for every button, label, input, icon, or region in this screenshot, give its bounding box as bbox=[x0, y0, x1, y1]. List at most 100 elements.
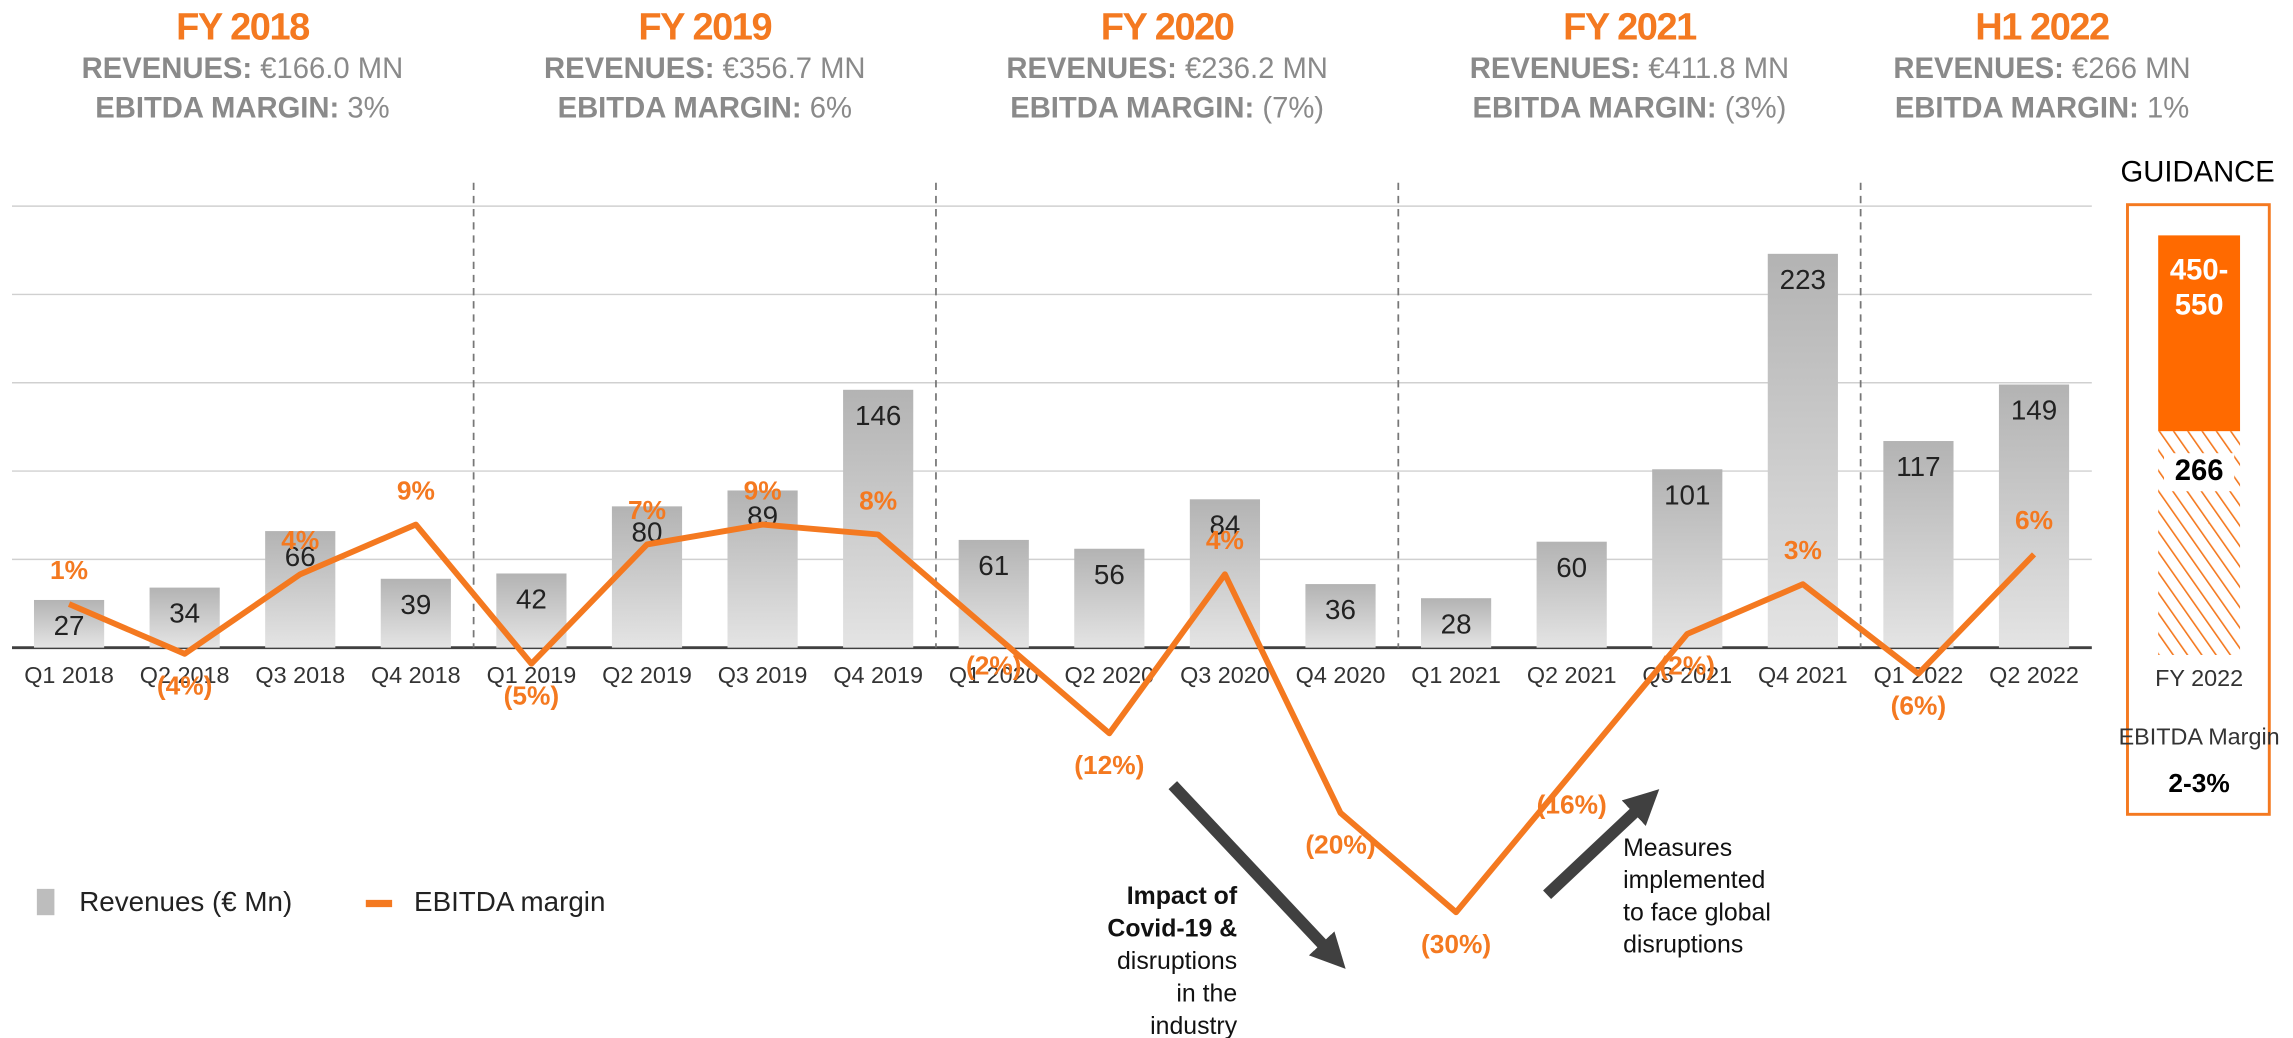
revenue-label: REVENUES: bbox=[544, 53, 714, 85]
x-tick-label: Q3 2018 bbox=[255, 662, 345, 688]
guidance-target-bar bbox=[2158, 235, 2241, 432]
margin-value: 1% bbox=[2147, 92, 2189, 124]
period-title: FY 2021 bbox=[1563, 6, 1697, 48]
legend-label: EBITDA margin bbox=[414, 886, 605, 917]
period-margin: EBITDA MARGIN: (7%) bbox=[1010, 92, 1324, 124]
guidance-current-bg bbox=[2164, 453, 2235, 492]
period-title: FY 2019 bbox=[638, 6, 771, 48]
line-label: 3% bbox=[1784, 535, 1822, 565]
period-title: FY 2020 bbox=[1101, 6, 1234, 48]
line-label: (2%) bbox=[966, 650, 1022, 680]
bar-label: 146 bbox=[855, 400, 901, 431]
period-revenue: REVENUES: €236.2 MN bbox=[1006, 53, 1328, 85]
line bbox=[67, 521, 2037, 916]
annotation-line: Covid-19 & bbox=[1107, 916, 1237, 943]
line-label: (2%) bbox=[1659, 650, 1715, 680]
line-label: (12%) bbox=[1074, 750, 1144, 780]
line-label: 6% bbox=[2015, 505, 2053, 535]
bar-label: 149 bbox=[2011, 395, 2057, 426]
bar bbox=[1767, 253, 1838, 648]
period-revenue: REVENUES: €356.7 MN bbox=[544, 53, 866, 85]
annotation-line: disruptions bbox=[1117, 948, 1237, 975]
revenue-value: €266 MN bbox=[2072, 53, 2191, 85]
revenue-label: REVENUES: bbox=[1893, 53, 2063, 85]
revenue-label: REVENUES: bbox=[82, 53, 252, 85]
margin-label: EBITDA MARGIN: bbox=[95, 92, 339, 124]
margin-label: EBITDA MARGIN: bbox=[1473, 92, 1717, 124]
margin-value: (7%) bbox=[1262, 92, 1324, 124]
guidance-year: FY 2022 bbox=[2155, 665, 2243, 691]
bar-label: 34 bbox=[169, 598, 200, 629]
period-title: FY 2018 bbox=[176, 6, 309, 48]
revenue-value: €236.2 MN bbox=[1185, 53, 1328, 85]
x-tick-label: Q1 2020 bbox=[949, 662, 1039, 688]
x-tick-label: Q4 2021 bbox=[1758, 662, 1848, 688]
line-label: (20%) bbox=[1305, 829, 1375, 859]
period-revenue: REVENUES: €266 MN bbox=[1893, 53, 2190, 85]
bar bbox=[843, 389, 914, 648]
annotation-line: to face global bbox=[1623, 899, 1771, 926]
revenue-value: €411.8 MN bbox=[1648, 53, 1789, 85]
bar bbox=[380, 578, 451, 648]
bar-label: 42 bbox=[516, 584, 547, 615]
guidance-margin-title: EBITDA Margin bbox=[2119, 723, 2280, 749]
line-label: (5%) bbox=[504, 680, 560, 710]
bar bbox=[1998, 384, 2070, 648]
guidance-title: GUIDANCE bbox=[2121, 157, 2275, 189]
margin-value: (3%) bbox=[1725, 92, 1787, 124]
bar bbox=[33, 599, 105, 648]
x-tick-label: Q2 2022 bbox=[1989, 662, 2079, 688]
x-tick-label: Q2 2019 bbox=[602, 662, 692, 688]
period-margin: EBITDA MARGIN: 1% bbox=[1895, 92, 2189, 124]
period-revenue: REVENUES: €166.0 MN bbox=[82, 53, 404, 85]
line-label: 4% bbox=[1206, 525, 1244, 555]
line-label: 1% bbox=[50, 555, 88, 585]
line-label: 4% bbox=[281, 525, 319, 555]
line-label: (16%) bbox=[1537, 790, 1607, 820]
period-revenue: REVENUES: €411.8 MN bbox=[1470, 53, 1789, 85]
bar bbox=[727, 490, 798, 648]
bar bbox=[1652, 469, 1723, 648]
margin-label: EBITDA MARGIN: bbox=[1010, 92, 1254, 124]
bar bbox=[1883, 441, 1954, 648]
revenue-label: REVENUES: bbox=[1470, 53, 1640, 85]
guidance-box bbox=[2126, 203, 2271, 816]
x-tick-label: Q4 2018 bbox=[371, 662, 461, 688]
line-label: 8% bbox=[859, 485, 897, 515]
bar-label: 39 bbox=[400, 589, 431, 620]
line-label: (6%) bbox=[1891, 690, 1947, 720]
x-tick-label: Q4 2020 bbox=[1296, 662, 1386, 688]
period-margin: EBITDA MARGIN: 3% bbox=[95, 92, 389, 124]
line-label: (4%) bbox=[157, 670, 213, 700]
legend-label: Revenues (€ Mn) bbox=[79, 886, 292, 917]
arrow-up bbox=[1543, 789, 1660, 899]
guidance-margin: 2-3% bbox=[2168, 768, 2229, 798]
bar-label: 84 bbox=[1209, 509, 1240, 540]
bar-label: 60 bbox=[1556, 552, 1587, 583]
revenue-value: €356.7 MN bbox=[723, 53, 866, 85]
annotation-line: industry bbox=[1150, 1013, 1238, 1038]
bar bbox=[958, 539, 1029, 648]
bar-label: 61 bbox=[978, 550, 1009, 581]
bar bbox=[611, 506, 683, 648]
revenue-value: €166.0 MN bbox=[260, 53, 403, 85]
margin-value: 3% bbox=[347, 92, 389, 124]
annotation-line: in the bbox=[1176, 981, 1237, 1008]
margin-label: EBITDA MARGIN: bbox=[558, 92, 802, 124]
annotation-line: Impact of bbox=[1127, 883, 1238, 910]
x-tick-label: Q1 2018 bbox=[24, 662, 114, 688]
period-margin: EBITDA MARGIN: 6% bbox=[558, 92, 852, 124]
guidance-current: 266 bbox=[2175, 455, 2224, 487]
guidance-target: 550 bbox=[2175, 290, 2224, 322]
bar-label: 56 bbox=[1094, 559, 1125, 590]
line-label: 7% bbox=[628, 495, 666, 525]
bar-label: 36 bbox=[1325, 594, 1356, 625]
line-label: 9% bbox=[397, 475, 435, 505]
legend-swatch bbox=[36, 888, 55, 916]
annotation-line: implemented bbox=[1623, 867, 1765, 894]
bar-label: 223 bbox=[1780, 264, 1826, 295]
period-title: H1 2022 bbox=[1975, 6, 2109, 48]
x-tick-label: Q2 2021 bbox=[1527, 662, 1617, 688]
x-tick-label: Q2 2020 bbox=[1064, 662, 1154, 688]
